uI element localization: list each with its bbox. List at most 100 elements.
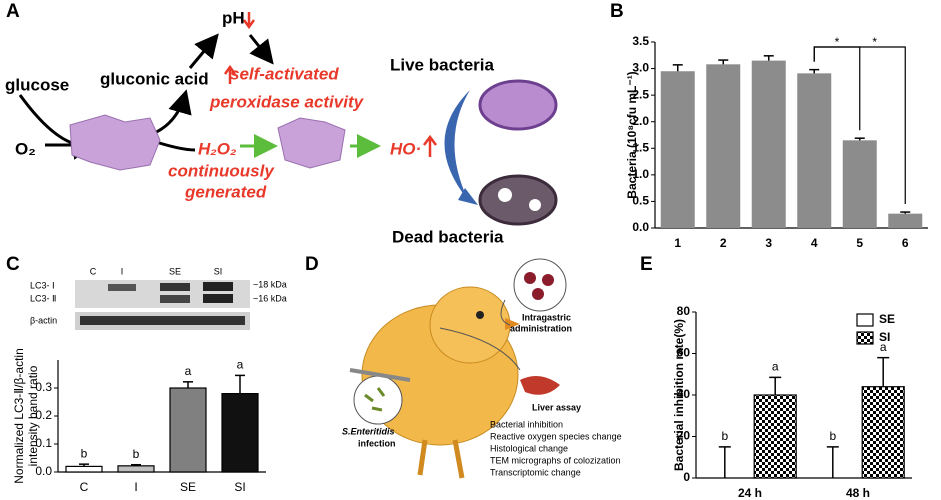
x-tick-label: 24 h: [738, 486, 762, 500]
y-tick-label: 0.3: [35, 380, 52, 394]
label: generated: [184, 182, 267, 201]
bar: [706, 64, 741, 228]
y-axis-label: Normalized LC3-Ⅱ/β-actin: [12, 348, 26, 484]
label: peroxidase activity: [209, 92, 365, 111]
bar: [861, 386, 905, 479]
significance-letter: b: [721, 429, 728, 443]
y-tick-label: 0: [683, 470, 690, 484]
x-tick-label: 3: [765, 236, 772, 250]
x-tick-label: 6: [902, 236, 909, 250]
assay: Reactive oxygen species change: [490, 431, 622, 441]
lane-label: C: [90, 266, 97, 276]
bar: [842, 140, 877, 228]
panel-label: C: [6, 254, 20, 275]
y-tick-label: 40: [677, 387, 691, 401]
assay: Bacterial inhibition: [490, 419, 563, 429]
western-blot: [75, 280, 250, 330]
lane-label: SI: [214, 266, 223, 276]
significance-letter: a: [237, 358, 244, 372]
y-tick-label: 0.5: [632, 194, 649, 208]
y-tick-label: 80: [677, 304, 691, 318]
bar: [753, 394, 797, 479]
y-tick-label: 1.0: [632, 167, 649, 181]
bar: [169, 387, 207, 473]
label: administration: [510, 323, 572, 333]
significance-letter: a: [880, 340, 887, 354]
label: Dead bacteria: [392, 227, 504, 246]
label: S.Enteritidis: [342, 426, 395, 436]
size-label: ~18 kDa: [253, 279, 287, 289]
bar: [65, 465, 103, 473]
label: Intragastric: [522, 312, 571, 322]
panel-label: E: [640, 254, 653, 275]
assay: TEM micrographs of colozization: [490, 455, 621, 465]
y-tick-label: 3.0: [632, 61, 649, 75]
bar: [117, 465, 155, 473]
y-tick-label: 0.0: [632, 220, 649, 234]
x-tick-label: 4: [811, 236, 818, 250]
significance-letter: b: [133, 447, 140, 461]
legend-swatch: [856, 313, 874, 327]
label: continuously: [168, 161, 275, 180]
label: pH: [222, 8, 245, 27]
significance-mark: *: [835, 35, 840, 49]
assay: Histological change: [490, 443, 568, 453]
label: Live bacteria: [390, 55, 494, 74]
y-tick-label: 0.0: [35, 464, 52, 478]
x-tick-label: SE: [180, 480, 196, 494]
legend-swatch: [856, 331, 874, 345]
y-tick-label: 20: [677, 429, 691, 443]
significance-letter: a: [185, 364, 192, 378]
y-axis-label: intensity band ratio: [26, 365, 40, 466]
label: H₂O₂: [198, 139, 237, 158]
legend-label: SE: [879, 312, 895, 326]
panel-label: D: [305, 254, 319, 275]
x-tick-label: I: [134, 480, 137, 494]
x-tick-label: 2: [720, 236, 727, 250]
y-tick-label: 1.5: [632, 140, 649, 154]
bar: [751, 60, 786, 228]
size-label: ~16 kDa: [253, 293, 287, 303]
y-tick-label: 0.2: [35, 408, 52, 422]
x-tick-label: 1: [674, 236, 681, 250]
y-tick-label: 3.5: [632, 34, 649, 48]
y-tick-label: 60: [677, 346, 691, 360]
row-label: β-actin: [30, 315, 57, 325]
significance-mark: *: [872, 35, 877, 49]
bar: [888, 213, 923, 228]
label: infection: [358, 438, 396, 448]
label: Liver assay: [532, 402, 581, 412]
diagram-a-shapes: [18, 12, 558, 226]
significance-letter: b: [829, 429, 836, 443]
x-tick-label: 5: [856, 236, 863, 250]
y-tick-label: 0.1: [35, 436, 52, 450]
label: glucose: [5, 75, 69, 94]
assay: Transcriptomic change: [490, 467, 581, 477]
bar: [797, 73, 832, 229]
y-axis-label: Bacterial inhibition rate(%): [672, 319, 686, 471]
bar: [221, 393, 259, 473]
label: self-activated: [230, 64, 339, 83]
label: gluconic acid: [100, 69, 209, 88]
label: O₂: [15, 139, 36, 158]
lane-label: SE: [169, 266, 181, 276]
row-label: LC3- Ⅱ: [30, 293, 56, 303]
y-tick-label: 2.0: [632, 114, 649, 128]
panel-label: B: [610, 1, 624, 22]
significance-letter: b: [81, 446, 88, 460]
label: HO·: [390, 139, 421, 158]
significance-bracket: [813, 46, 906, 205]
x-tick-label: 48 h: [846, 486, 870, 500]
significance-letter: a: [772, 360, 779, 374]
row-label: LC3- Ⅰ: [30, 280, 55, 290]
x-tick-label: C: [80, 480, 89, 494]
legend-label: SI: [879, 330, 890, 344]
panel-label: A: [6, 1, 20, 22]
diagram-d-shapes: [349, 258, 567, 479]
y-tick-label: 2.5: [632, 87, 649, 101]
bar: [660, 71, 695, 228]
lane-label: I: [121, 266, 124, 276]
y-axis-label: Bacteria (10⁸cfu mL⁻¹): [625, 71, 639, 198]
x-tick-label: SI: [234, 480, 245, 494]
